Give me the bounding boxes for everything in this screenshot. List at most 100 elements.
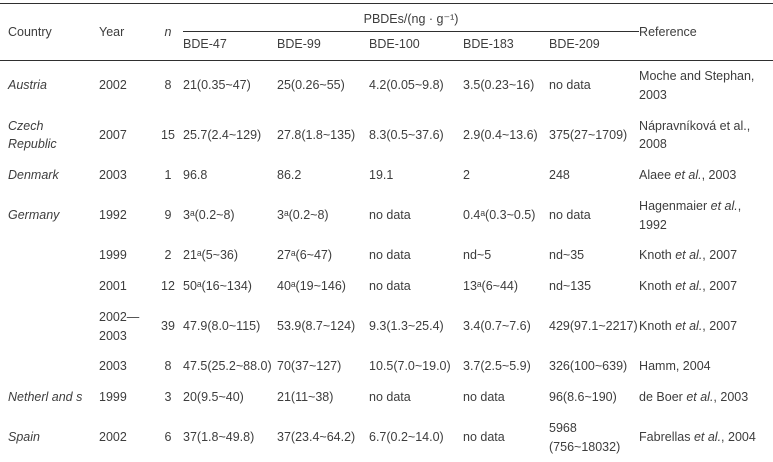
cell-bde99: 40ᵃ(19~146) — [277, 271, 369, 302]
reference-etal: et al. — [675, 168, 702, 182]
cell-year: 2007 — [99, 111, 155, 161]
cell-bde47: 47.5(25.2~88.0) — [183, 351, 277, 382]
reference-etal: et al. — [675, 248, 702, 262]
reference-etal: et al. — [675, 279, 702, 293]
cell-bde47: 21ᵃ(5~36) — [183, 240, 277, 271]
cell-bde209: 326(100~639) — [549, 351, 639, 382]
cell-reference: Nápravníková et al., 2008 — [639, 111, 773, 161]
reference-etal: et al. — [686, 390, 713, 404]
cell-bde100: no data — [369, 191, 463, 241]
table-row-austria: Austria 2002 8 21(0.35~47) 25(0.26~55) 4… — [0, 61, 773, 111]
cell-bde183: no data — [463, 413, 549, 462]
cell-reference: Knoth et al., 2007 — [639, 302, 773, 352]
cell-bde209: nd~135 — [549, 271, 639, 302]
reference-text: Moche and Stephan, 2003 — [639, 69, 754, 102]
table-row-germany-2003: 2003 8 47.5(25.2~88.0) 70(37~127) 10.5(7… — [0, 351, 773, 382]
cell-bde99: 25(0.26~55) — [277, 61, 369, 111]
cell-year: 2002 — [99, 61, 155, 111]
cell-bde100: 9.3(1.3~25.4) — [369, 302, 463, 352]
cell-country — [0, 271, 99, 302]
header-bde99: BDE-99 — [277, 32, 369, 61]
cell-n: 15 — [155, 111, 183, 161]
table-row-germany-1999: 1999 2 21ᵃ(5~36) 27ᵃ(6~47) no data nd~5 … — [0, 240, 773, 271]
reference-etal: et al. — [675, 319, 702, 333]
cell-n: 12 — [155, 271, 183, 302]
cell-year: 2002—2003 — [99, 302, 155, 352]
cell-reference: Alaee et al., 2003 — [639, 160, 773, 191]
reference-text: Nápravníková et al., 2008 — [639, 119, 750, 152]
cell-bde183: 3.5(0.23~16) — [463, 61, 549, 111]
cell-reference: Hagenmaier et al., 1992 — [639, 191, 773, 241]
reference-text: Knoth — [639, 248, 675, 262]
cell-n: 6 — [155, 413, 183, 462]
cell-year: 1992 — [99, 191, 155, 241]
cell-bde99: 37(23.4~64.2) — [277, 413, 369, 462]
table-header: Country Year n PBDEs/(ng · g⁻¹) Referenc… — [0, 4, 773, 61]
cell-bde100: no data — [369, 240, 463, 271]
reference-etal: et al. — [711, 199, 738, 213]
cell-year: 1999 — [99, 240, 155, 271]
cell-bde209: nd~35 — [549, 240, 639, 271]
cell-bde47: 47.9(8.0~115) — [183, 302, 277, 352]
cell-country — [0, 240, 99, 271]
reference-year: , 2007 — [702, 279, 737, 293]
cell-bde99: 3ᵃ(0.2~8) — [277, 191, 369, 241]
header-bde209: BDE-209 — [549, 32, 639, 61]
reference-year: , 2007 — [702, 248, 737, 262]
cell-n: 2 — [155, 240, 183, 271]
cell-bde47: 20(9.5~40) — [183, 382, 277, 413]
cell-bde99: 70(37~127) — [277, 351, 369, 382]
cell-bde47: 21(0.35~47) — [183, 61, 277, 111]
cell-bde209: 429(97.1~2217) — [549, 302, 639, 352]
reference-text: Hamm, 2004 — [639, 359, 711, 373]
cell-bde47: 37(1.8~49.8) — [183, 413, 277, 462]
reference-etal: et al. — [694, 430, 721, 444]
cell-bde47: 50ᵃ(16~134) — [183, 271, 277, 302]
cell-n: 39 — [155, 302, 183, 352]
cell-bde183: no data — [463, 382, 549, 413]
header-bde100: BDE-100 — [369, 32, 463, 61]
cell-country: Austria — [0, 61, 99, 111]
cell-reference: Hamm, 2004 — [639, 351, 773, 382]
cell-country: Spain — [0, 413, 99, 462]
header-reference: Reference — [639, 4, 773, 61]
cell-bde209: 248 — [549, 160, 639, 191]
cell-bde183: 2.9(0.4~13.6) — [463, 111, 549, 161]
reference-year: , 2003 — [713, 390, 748, 404]
cell-n: 1 — [155, 160, 183, 191]
cell-reference: de Boer et al., 2003 — [639, 382, 773, 413]
cell-country — [0, 351, 99, 382]
header-n: n — [155, 4, 183, 61]
reference-text: Hagenmaier — [639, 199, 711, 213]
reference-text: Fabrellas — [639, 430, 694, 444]
cell-year: 2003 — [99, 351, 155, 382]
cell-country: Denmark — [0, 160, 99, 191]
cell-bde209: no data — [549, 61, 639, 111]
cell-bde209: 375(27~1709) — [549, 111, 639, 161]
cell-country: Netherl and s — [0, 382, 99, 413]
cell-bde183: 3.4(0.7~7.6) — [463, 302, 549, 352]
cell-country: Germany — [0, 191, 99, 241]
cell-reference: Fabrellas et al., 2004 — [639, 413, 773, 462]
cell-bde99: 86.2 — [277, 160, 369, 191]
cell-n: 8 — [155, 351, 183, 382]
cell-bde47: 96.8 — [183, 160, 277, 191]
cell-bde100: no data — [369, 382, 463, 413]
reference-text: Knoth — [639, 319, 675, 333]
cell-year: 2002 — [99, 413, 155, 462]
cell-n: 3 — [155, 382, 183, 413]
cell-bde100: 4.2(0.05~9.8) — [369, 61, 463, 111]
reference-text: de Boer — [639, 390, 686, 404]
reference-year: , 2004 — [721, 430, 756, 444]
header-pbdes-group: PBDEs/(ng · g⁻¹) — [183, 4, 639, 32]
cell-bde99: 53.9(8.7~124) — [277, 302, 369, 352]
cell-bde183: 0.4ᵃ(0.3~0.5) — [463, 191, 549, 241]
table-row-germany-2001: 2001 12 50ᵃ(16~134) 40ᵃ(19~146) no data … — [0, 271, 773, 302]
cell-n: 8 — [155, 61, 183, 111]
table-row-denmark: Denmark 2003 1 96.8 86.2 19.1 2 248 Alae… — [0, 160, 773, 191]
cell-year: 2001 — [99, 271, 155, 302]
table-row-germany-1992: Germany 1992 9 3ᵃ(0.2~8) 3ᵃ(0.2~8) no da… — [0, 191, 773, 241]
cell-reference: Moche and Stephan, 2003 — [639, 61, 773, 111]
cell-bde183: 13ᵃ(6~44) — [463, 271, 549, 302]
table-row-germany-2002-2003: 2002—2003 39 47.9(8.0~115) 53.9(8.7~124)… — [0, 302, 773, 352]
